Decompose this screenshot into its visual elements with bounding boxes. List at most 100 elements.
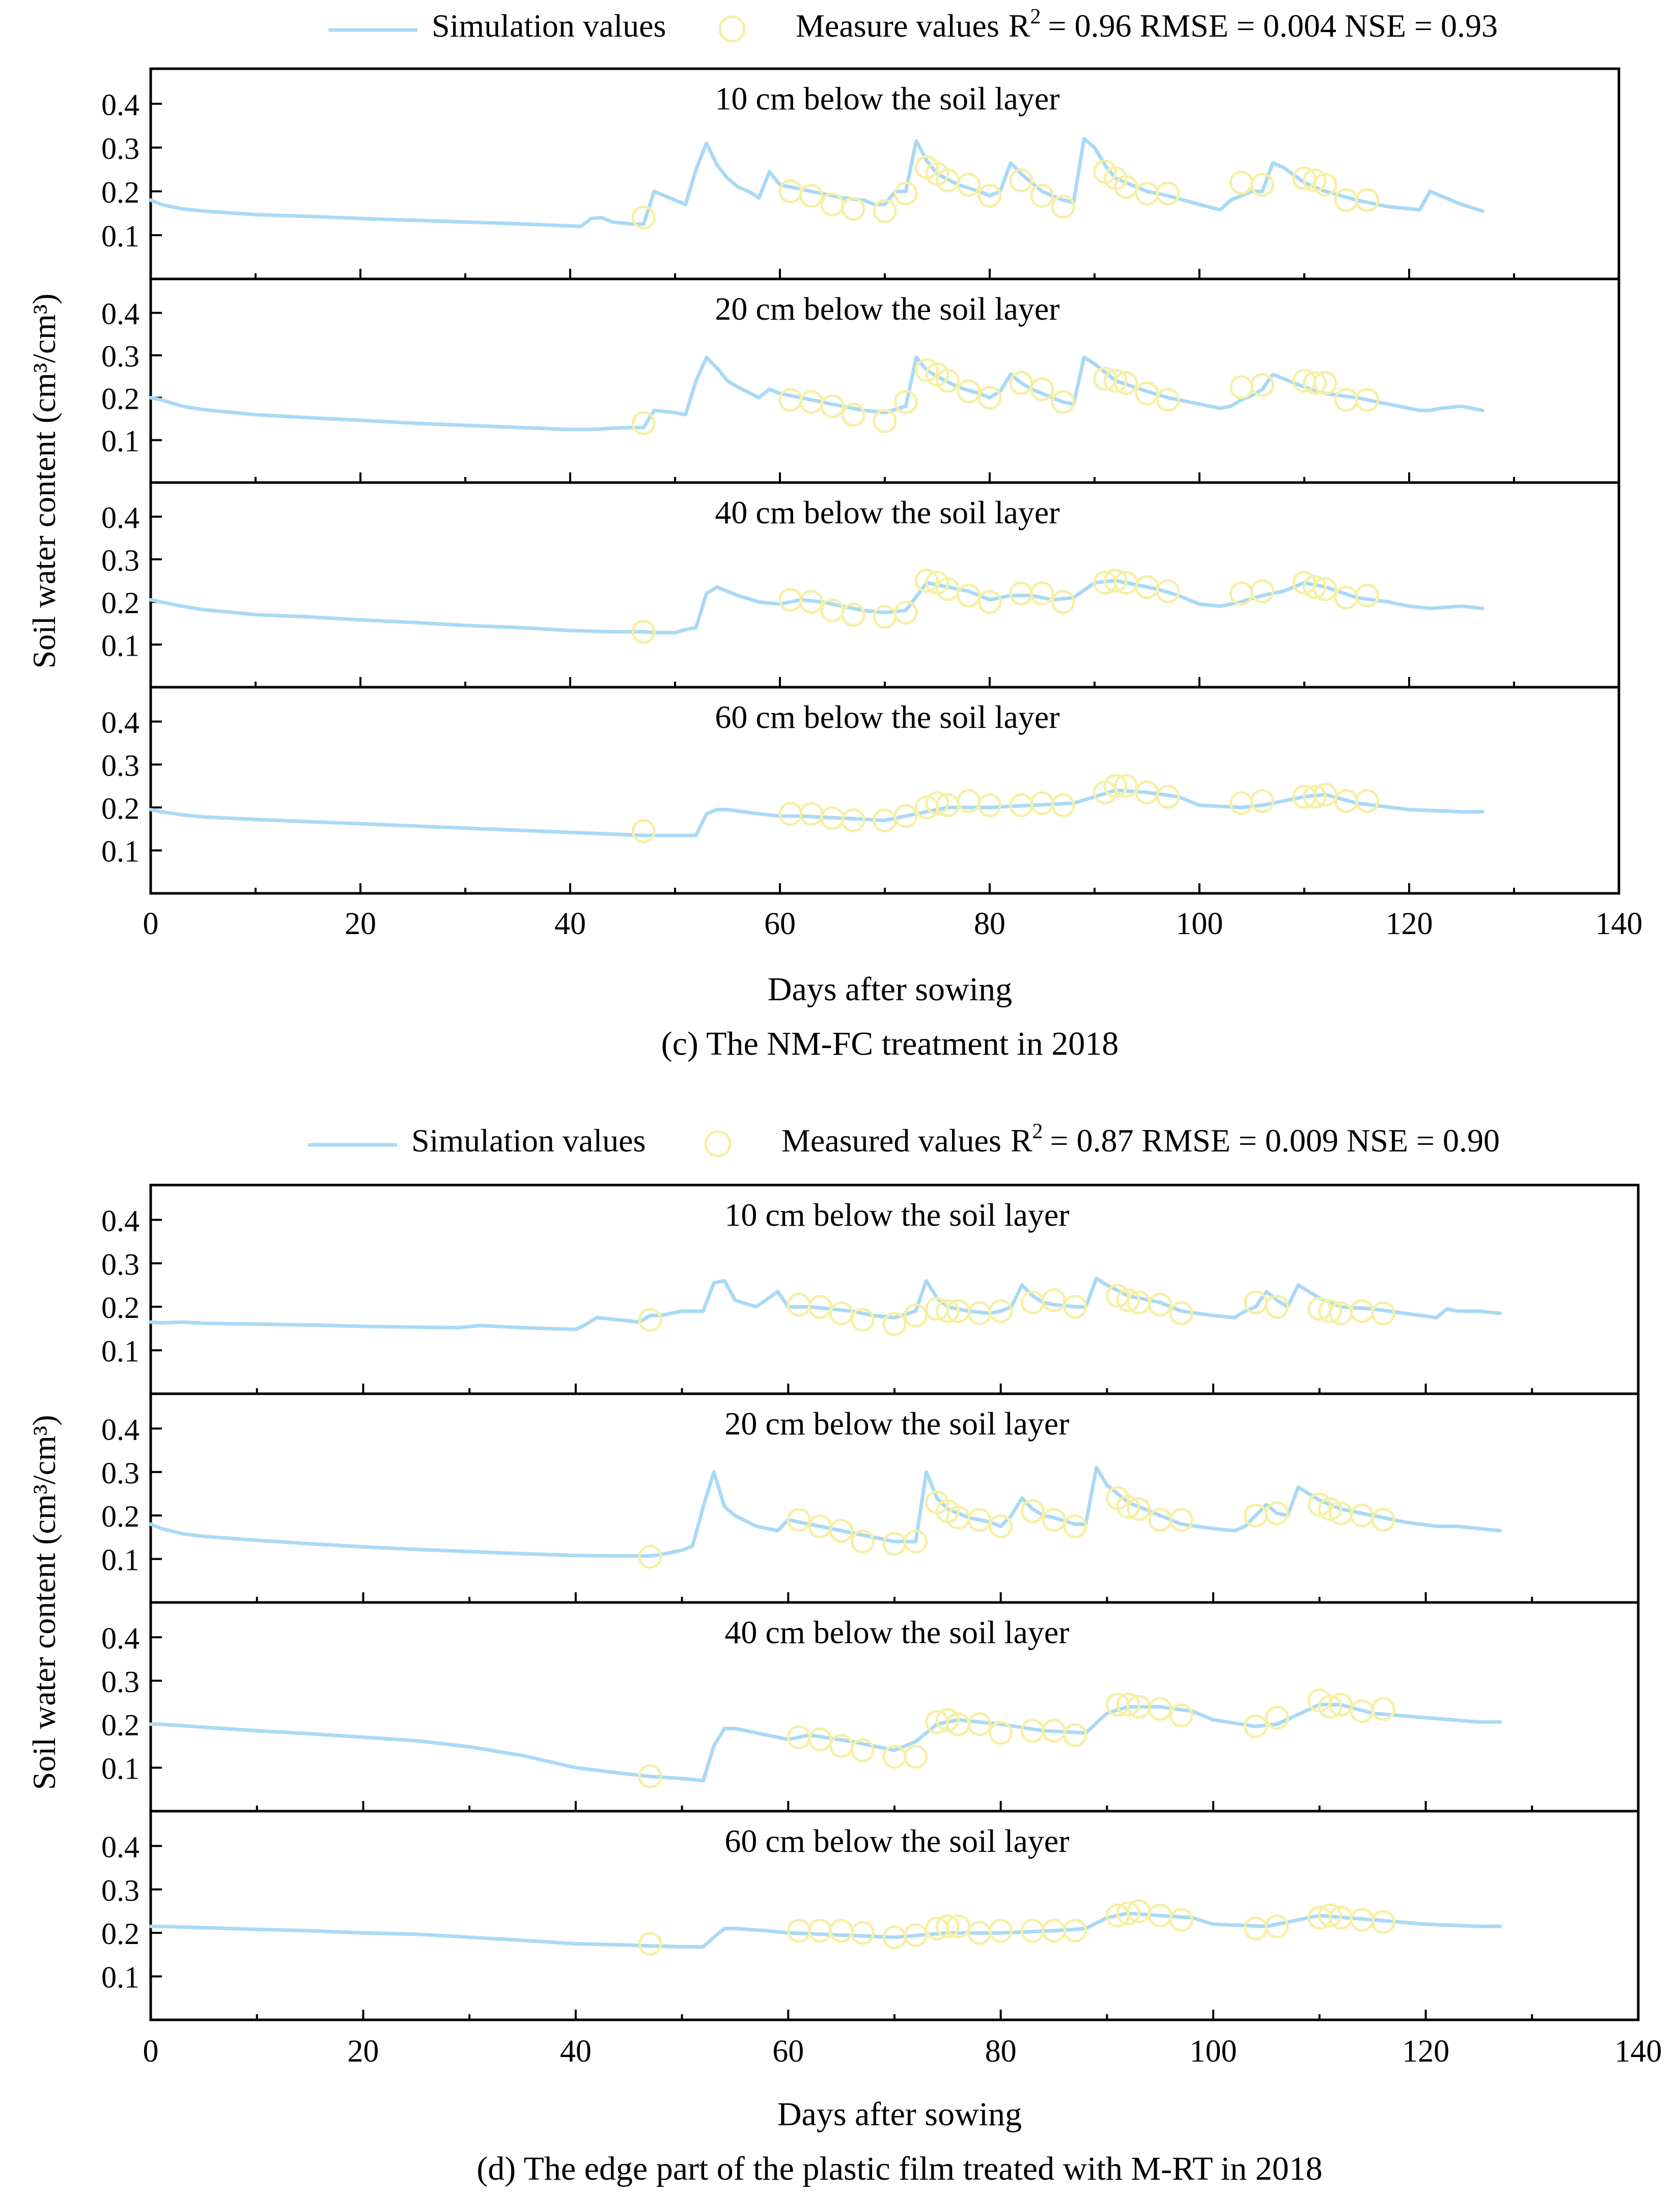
measured-point (989, 1721, 1013, 1745)
x-tick-label: 120 (1402, 2034, 1449, 2069)
measured-point (778, 388, 803, 412)
y-tick-label: 0.1 (101, 1335, 139, 1368)
x-tick-label: 80 (974, 907, 1005, 941)
measured-point (1156, 579, 1180, 604)
measured-point (1250, 373, 1275, 397)
legend-measured-label: Measure values R2 = 0.96 RMSE = 0.004 NSE … (796, 5, 1498, 44)
y-tick-label: 0.2 (101, 586, 139, 620)
measured-point (829, 1919, 854, 1943)
measured-point (1303, 371, 1327, 395)
measured-point (787, 1919, 811, 1943)
x-tick-label: 20 (345, 907, 376, 941)
x-tick-label: 20 (347, 2034, 379, 2069)
measured-point (1156, 181, 1180, 206)
measured-point (631, 819, 656, 843)
measured-point (1063, 1919, 1087, 1943)
measured-point (1244, 1714, 1268, 1738)
measured-point (638, 1544, 662, 1569)
measured-point (1313, 782, 1337, 807)
legend: Simulation values Measure values R2 = 0.96 … (328, 5, 1498, 44)
legend: Simulation values Measured values R2 = 0.87… (308, 1120, 1500, 1159)
measured-point (1103, 569, 1128, 593)
measured-point (1030, 377, 1054, 402)
y-tick-label: 0.3 (101, 340, 139, 373)
measured-point (638, 1764, 662, 1789)
y-tick-label: 0.2 (101, 1500, 139, 1533)
measured-point (1350, 1299, 1374, 1323)
legend-measured-marker (718, 15, 746, 43)
y-tick-label: 0.4 (101, 1413, 139, 1446)
measured-point (1229, 171, 1253, 195)
legend-simulation-label: Simulation values (411, 1122, 646, 1159)
measured-point (904, 1529, 928, 1554)
measured-point (1313, 371, 1337, 395)
measured-point (1355, 388, 1380, 412)
measured-point (1051, 590, 1075, 614)
measured-point (1318, 1903, 1342, 1928)
x-tick-label: 60 (764, 907, 796, 941)
measured-point (1229, 375, 1253, 399)
measured-point (1009, 581, 1033, 606)
figure-c: Simulation values Measure values R2 = 0.96 … (26, 5, 1643, 1062)
figure-d: Simulation values Measured values R2 = 0.87… (26, 1120, 1662, 2187)
measured-point (841, 403, 865, 427)
y-tick-label: 0.1 (101, 629, 139, 662)
y-tick-label: 0.1 (101, 1961, 139, 1994)
measured-point (1250, 789, 1275, 813)
figure-caption: (c) The NM-FC treatment in 2018 (661, 1025, 1119, 1062)
x-tick-label: 40 (554, 907, 586, 941)
y-tick-label: 0.2 (101, 1291, 139, 1325)
measured-point (631, 206, 656, 230)
measured-point (1169, 1508, 1193, 1532)
measured-point (1355, 789, 1380, 813)
y-tick-label: 0.2 (101, 176, 139, 209)
measured-point (935, 1708, 960, 1732)
legend-measured-label: Measured values R2 = 0.87 RMSE = 0.009 NSE… (781, 1120, 1500, 1159)
measured-point (1303, 575, 1327, 599)
measured-point (989, 1514, 1013, 1538)
measured-point (977, 590, 1002, 614)
y-tick-label: 0.2 (101, 1708, 139, 1742)
measured-point (1114, 774, 1138, 798)
y-tick-label: 0.2 (101, 382, 139, 415)
measured-point (873, 199, 897, 223)
measured-point (841, 808, 865, 833)
measured-point (935, 1914, 960, 1938)
measured-point (935, 1299, 960, 1323)
measured-point (1371, 1910, 1395, 1934)
measured-point (893, 390, 918, 414)
measured-point (904, 1744, 928, 1769)
x-tick-label: 40 (560, 2034, 592, 2069)
panel-4: 60 cm below the soil layer 0.1 0.2 0.3 0.4 (101, 686, 1620, 895)
measured-point (778, 802, 803, 826)
measured-point (1318, 1299, 1342, 1323)
measured-point (1334, 388, 1358, 412)
x-tick-label: 60 (772, 2034, 804, 2069)
panel-title: 40 cm below the soil layer (724, 1614, 1069, 1650)
measured-point (1063, 1514, 1087, 1538)
measured-point (829, 1518, 854, 1543)
measured-point (1371, 1301, 1395, 1326)
x-axis-label: Days after sowing (768, 971, 1012, 1008)
measured-point (1292, 571, 1317, 595)
y-tick-label: 0.1 (101, 1543, 139, 1577)
measured-point (1169, 1908, 1193, 1932)
measured-point (1116, 1693, 1140, 1717)
y-axis-label: Soil water content (cm³/cm³) (26, 294, 62, 669)
simulation-series-line (149, 788, 1485, 837)
measured-point (1250, 579, 1275, 604)
measured-point (1318, 1695, 1342, 1719)
legend-fit-statistics: = 0.87 RMSE = 0.009 NSE = 0.90 (1050, 1122, 1500, 1159)
y-tick-label: 0.1 (101, 1752, 139, 1786)
panel-title: 10 cm below the soil layer (724, 1197, 1069, 1233)
measured-point (1114, 175, 1138, 199)
x-tick-label: 100 (1176, 907, 1223, 941)
measured-point (1127, 1497, 1151, 1521)
measured-point (1244, 1290, 1268, 1315)
simulation-series-line (149, 1703, 1502, 1783)
measured-point (1051, 793, 1075, 818)
measured-point (957, 379, 981, 404)
x-tick-label: 80 (985, 2034, 1017, 2069)
simulation-series-line (149, 137, 1485, 229)
measured-point (631, 411, 656, 435)
